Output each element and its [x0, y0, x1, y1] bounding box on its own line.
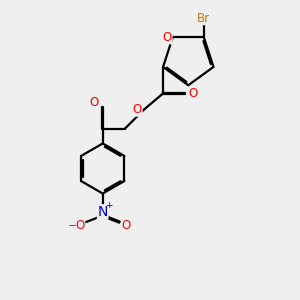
- Text: O: O: [122, 219, 131, 232]
- Text: −: −: [68, 221, 76, 231]
- Text: O: O: [75, 219, 85, 232]
- Text: N: N: [98, 205, 108, 219]
- Text: O: O: [189, 87, 198, 100]
- Text: O: O: [89, 96, 98, 109]
- Text: Br: Br: [197, 12, 210, 25]
- Text: O: O: [163, 31, 172, 44]
- Text: +: +: [105, 201, 113, 210]
- Text: O: O: [133, 103, 142, 116]
